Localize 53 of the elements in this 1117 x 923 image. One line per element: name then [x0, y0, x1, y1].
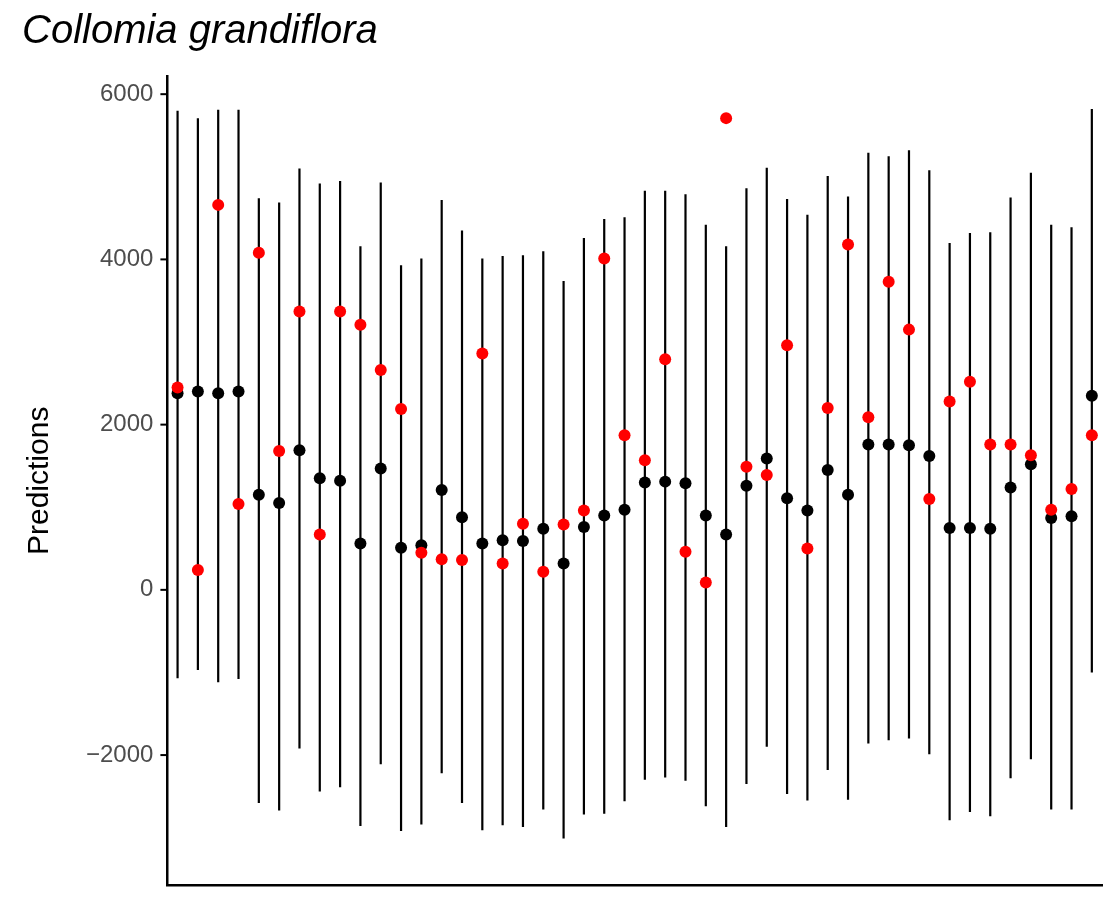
point: [537, 565, 550, 578]
point: [963, 375, 976, 388]
point: [232, 497, 245, 510]
point: [191, 564, 204, 577]
point: [252, 246, 265, 259]
point: [760, 469, 773, 482]
point: [557, 518, 570, 531]
point: [923, 492, 936, 505]
point: [781, 339, 794, 352]
point: [212, 198, 225, 211]
y-tick-label: 4000: [100, 244, 154, 272]
point: [679, 545, 692, 558]
point: [334, 305, 347, 318]
point: [456, 554, 469, 567]
point: [171, 381, 184, 394]
point: [577, 504, 590, 517]
point: [699, 576, 712, 589]
point: [902, 323, 915, 336]
point: [374, 364, 387, 377]
point: [435, 553, 448, 566]
point: [720, 112, 733, 125]
point: [598, 252, 611, 265]
point: [313, 528, 326, 541]
point: [984, 438, 997, 451]
y-tick-label: 2000: [100, 409, 154, 437]
point: [496, 557, 509, 570]
point: [354, 318, 367, 331]
point: [821, 402, 834, 415]
point: [1045, 503, 1058, 516]
point: [415, 546, 428, 559]
point: [882, 275, 895, 288]
y-tick-label: 0: [140, 574, 154, 602]
point: [395, 402, 408, 415]
point: [943, 395, 956, 408]
point: [293, 305, 306, 318]
point: [273, 445, 286, 458]
point: [638, 454, 651, 467]
point: [862, 411, 875, 424]
point: [659, 353, 672, 366]
point: [801, 542, 814, 555]
point: [1085, 429, 1098, 442]
chart-title: Collomia grandiflora: [22, 7, 378, 52]
point: [842, 238, 855, 251]
y-tick-label: 6000: [100, 78, 154, 106]
point: [1024, 449, 1037, 462]
point: [1004, 438, 1017, 451]
y-tick-label: −2000: [86, 739, 154, 767]
point: [1065, 483, 1078, 496]
point: [740, 460, 753, 473]
point: [516, 517, 529, 530]
point: [476, 347, 489, 360]
point: [618, 429, 631, 442]
y-axis-title: Predictions: [21, 406, 55, 555]
